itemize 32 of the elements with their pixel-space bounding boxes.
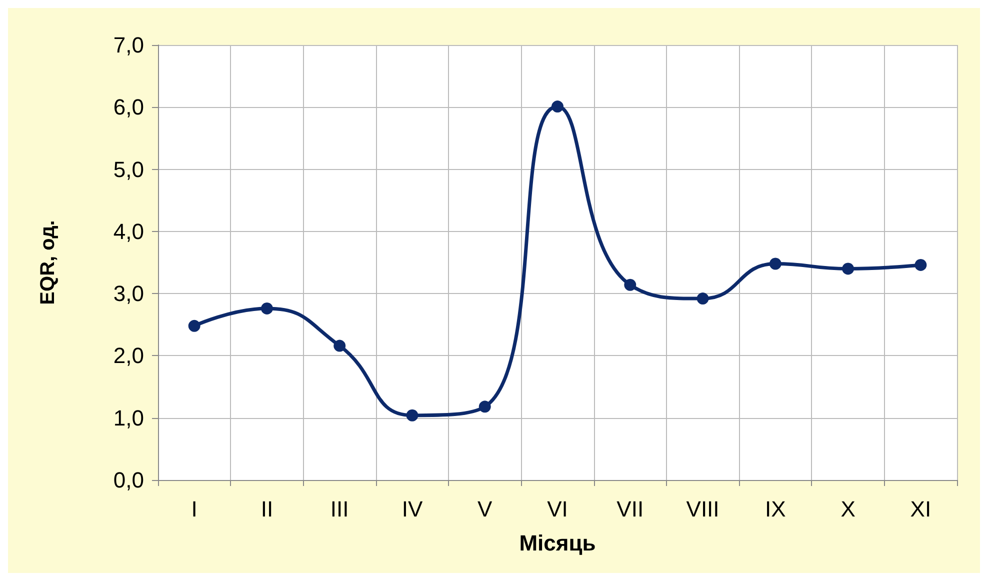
point: [334, 340, 346, 352]
y-tick-label: 0,0: [113, 468, 144, 492]
y-tick-label: 1,0: [113, 405, 144, 430]
x-tick-label: IV: [402, 496, 423, 522]
point: [696, 292, 709, 305]
x-tick-label: III: [330, 496, 349, 522]
y-axis-title: EQR, од.: [37, 220, 59, 305]
x-tick-label: VIII: [686, 496, 720, 522]
x-tick-label: IX: [765, 496, 786, 522]
x-axis-title: Місяць: [519, 530, 596, 556]
x-tick-label: VI: [547, 496, 568, 522]
x-tick-label: I: [191, 496, 198, 522]
y-tick-label: 6,0: [113, 94, 144, 120]
point: [406, 409, 418, 422]
point: [769, 258, 782, 270]
point: [842, 262, 854, 275]
point: [552, 100, 564, 113]
x-tick-label: XI: [910, 496, 932, 522]
point: [478, 400, 491, 413]
y-tick-label: 3,0: [113, 281, 144, 306]
point: [624, 278, 636, 291]
x-tick-label: X: [840, 496, 856, 522]
point: [188, 320, 200, 332]
x-tick-label: II: [260, 496, 274, 522]
y-tick-label: 4,0: [113, 218, 144, 244]
y-tick-label: 2,0: [113, 343, 144, 368]
x-tick-label: VII: [616, 496, 644, 522]
x-tick-label: V: [478, 496, 493, 522]
y-tick-label: 7,0: [113, 32, 144, 58]
y-tick-label: 5,0: [113, 156, 144, 182]
point: [260, 302, 273, 314]
point: [914, 258, 927, 271]
